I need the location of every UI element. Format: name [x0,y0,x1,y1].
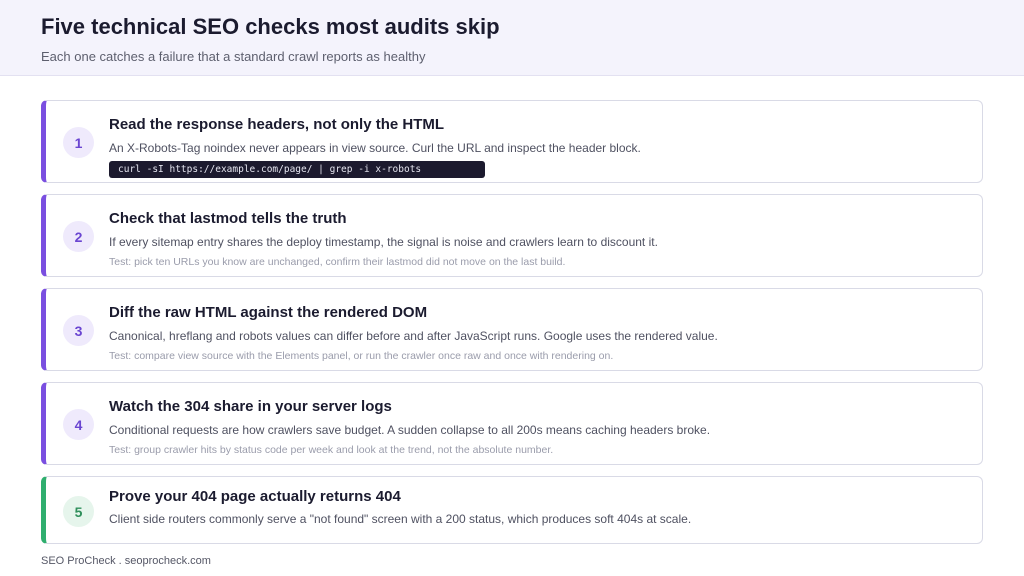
check-title: Prove your 404 page actually returns 404 [109,488,401,505]
check-card-1: 1 Read the response headers, not only th… [41,100,983,183]
check-description: Client side routers commonly serve a "no… [109,512,692,526]
footer-credit: SEO ProCheck . seoprocheck.com [41,555,211,567]
page-title: Five technical SEO checks most audits sk… [41,14,500,39]
check-card-3: 3 Diff the raw HTML against the rendered… [41,288,983,371]
check-description: Canonical, hreflang and robots values ca… [109,329,718,343]
check-description: An X-Robots-Tag noindex never appears in… [109,141,641,155]
step-number-badge: 1 [63,127,94,158]
check-title: Check that lastmod tells the truth [109,210,347,227]
step-number-badge: 2 [63,221,94,252]
page-subtitle: Each one catches a failure that a standa… [41,49,426,64]
check-description: Conditional requests are how crawlers sa… [109,423,711,437]
check-description: If every sitemap entry shares the deploy… [109,235,658,249]
check-test-note: Test: group crawler hits by status code … [109,444,554,456]
check-card-4: 4 Watch the 304 share in your server log… [41,382,983,465]
step-number-badge: 4 [63,409,94,440]
code-snippet: curl -sI https://example.com/page/ | gre… [109,161,485,178]
page-header: Five technical SEO checks most audits sk… [0,0,1024,76]
check-title: Diff the raw HTML against the rendered D… [109,304,428,321]
check-title: Watch the 304 share in your server logs [109,398,392,415]
step-number-badge: 5 [63,496,94,527]
check-card-5: 5 Prove your 404 page actually returns 4… [41,476,983,544]
check-title: Read the response headers, not only the … [109,116,445,133]
check-card-2: 2 Check that lastmod tells the truth If … [41,194,983,277]
check-test-note: Test: compare view source with the Eleme… [109,350,614,362]
check-test-note: Test: pick ten URLs you know are unchang… [109,256,566,268]
step-number-badge: 3 [63,315,94,346]
